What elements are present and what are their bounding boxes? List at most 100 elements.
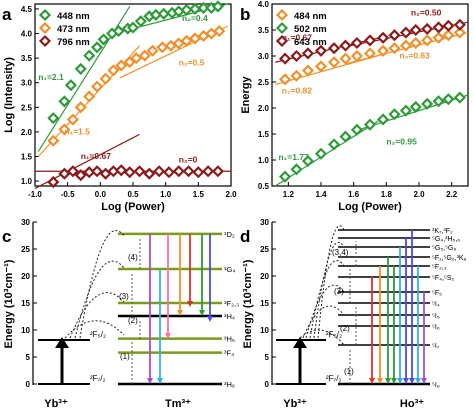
emission-arrowhead — [177, 310, 183, 316]
x-tick-label: 0.0 — [95, 190, 107, 199]
y-tick-label: 20 — [21, 272, 30, 281]
data-point — [421, 22, 434, 36]
legend-label: 502 nm — [294, 24, 327, 35]
y-tick-label: 0.5 — [258, 182, 270, 191]
x-axis-label: Log (Power) — [338, 201, 402, 213]
data-point — [432, 95, 445, 108]
y-tick-label: 3.0 — [21, 79, 33, 88]
data-point — [107, 64, 120, 77]
data-point — [112, 24, 125, 38]
data-point — [153, 165, 166, 178]
x-tick-label: 1.4 — [315, 190, 327, 199]
data-point — [442, 93, 455, 106]
y-tick-label: 3.0 — [258, 52, 270, 61]
step-label: (3) — [119, 292, 129, 301]
legend-marker — [38, 21, 52, 35]
x-tick-label: 2.2 — [446, 190, 458, 199]
data-point — [339, 39, 352, 52]
energy-transfer-arc — [299, 329, 345, 346]
y-tick-label: 25 — [260, 245, 269, 254]
data-point — [213, 24, 226, 38]
legend-marker — [275, 21, 289, 35]
data-point — [115, 59, 128, 72]
x-tick-label: 0.5 — [127, 190, 139, 199]
data-point — [388, 108, 401, 121]
y-tick-label: 30 — [260, 218, 269, 227]
emission-arrowhead — [385, 378, 391, 384]
donor-ion-label: Yb³⁺ — [283, 398, 307, 410]
y-tick-label: 5 — [265, 353, 270, 362]
data-point — [58, 95, 71, 108]
data-point — [279, 170, 292, 183]
data-point — [123, 166, 136, 179]
data-point — [74, 62, 87, 75]
emission-arrowhead — [157, 378, 163, 384]
data-point — [314, 147, 328, 160]
data-point — [143, 167, 156, 180]
yb-excitation-arrowhead — [293, 337, 307, 348]
data-point — [66, 165, 79, 178]
data-point — [180, 34, 193, 47]
data-point — [290, 69, 303, 82]
data-point — [290, 163, 303, 176]
emission-arrowhead — [147, 378, 153, 384]
data-point — [363, 47, 377, 60]
data-point — [301, 154, 314, 168]
legend-label: 796 nm — [57, 37, 90, 48]
ho-level-label: ⁵G₄,³H₅,₆ — [432, 236, 460, 243]
emission-arrowhead — [403, 378, 409, 384]
data-point — [328, 42, 341, 55]
data-point — [211, 0, 224, 13]
energy-transfer-arc — [317, 225, 345, 339]
yb-level-label: ²F₇/₂ — [90, 374, 106, 383]
data-point — [192, 166, 205, 179]
step-label: (2) — [340, 324, 350, 333]
y-tick-label: 1.0 — [21, 177, 33, 186]
data-point — [189, 32, 202, 45]
emission-arrowhead — [187, 301, 193, 307]
step-label: (1) — [344, 367, 354, 376]
y-axis-label: Energy (10³cm⁻¹) — [242, 259, 254, 348]
y-tick-label: 10 — [260, 326, 269, 335]
data-point — [83, 49, 96, 62]
donor-ion-label: Yb³⁺ — [44, 398, 68, 410]
fit-slope-label: n₁=1.77 — [279, 152, 309, 162]
data-point — [409, 100, 422, 114]
data-point — [314, 44, 328, 57]
data-point — [133, 165, 146, 178]
y-tick-label: 3.5 — [258, 26, 270, 35]
legend-marker — [38, 8, 52, 22]
data-point — [146, 44, 159, 57]
tm-level-label: ³H₄ — [224, 312, 235, 321]
data-point — [453, 18, 466, 31]
fit-slope-label: n₁=0.67 — [282, 32, 312, 42]
data-point — [97, 33, 110, 46]
ho-level-label: ⁵F₂,₃ — [432, 264, 447, 271]
legend-label: 643 nm — [294, 37, 327, 48]
fit-slope-label: n₁=0.67 — [81, 151, 111, 161]
data-point — [453, 26, 466, 39]
data-point — [58, 123, 71, 136]
data-point — [453, 91, 466, 104]
data-point — [290, 49, 303, 63]
x-tick-label: 1.2 — [283, 190, 295, 199]
y-tick-label: 0 — [265, 380, 270, 389]
step-label: (4) — [128, 253, 138, 262]
x-tick-label: 1.0 — [160, 190, 172, 199]
data-point — [350, 49, 363, 63]
y-tick-label: 2.0 — [21, 128, 33, 137]
ho-level-label: ⁵F₅ — [432, 290, 442, 297]
ho-level-label: ⁵I₄ — [432, 301, 440, 308]
legend-marker — [275, 34, 289, 48]
y-tick-label: 1.5 — [21, 152, 33, 161]
data-point — [126, 21, 140, 34]
panel-letter-c: c — [2, 227, 11, 246]
data-point — [339, 52, 352, 65]
yb-level-label: ²F₅/₂ — [90, 330, 106, 339]
data-point — [138, 49, 151, 62]
energy-transfer-arc — [64, 320, 125, 339]
data-point — [339, 130, 352, 143]
tm-level-label: ³H₅ — [224, 335, 235, 344]
chart-b: 1.2 1.4 1.6 1.8 2.0 2.2 0.5 1.0 1.5 2.0 2.5 3.0 3.5 4… — [240, 0, 469, 213]
energy-transfer-arc — [309, 260, 345, 339]
